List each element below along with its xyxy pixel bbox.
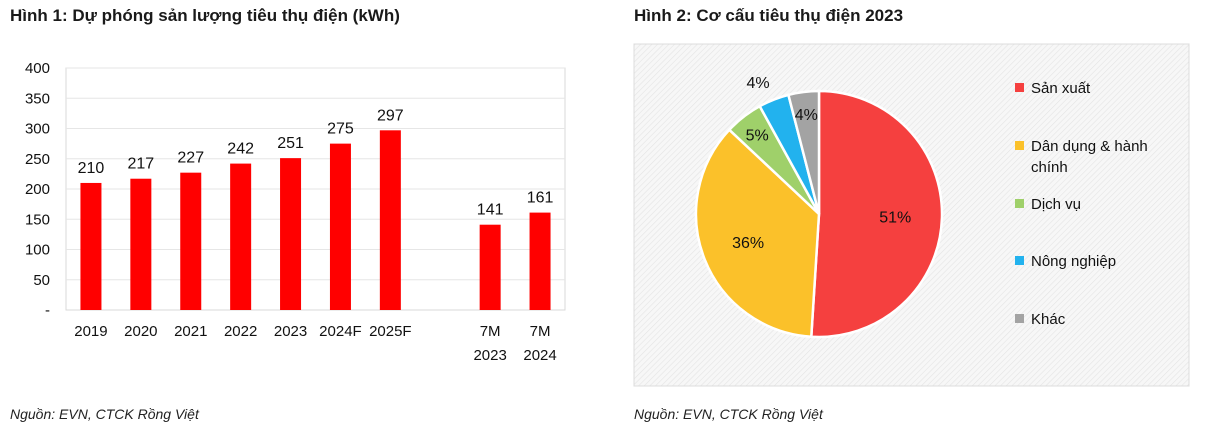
- x-tick-label: 2023: [473, 347, 506, 364]
- pie-chart: 51% 36% 5% 4% 4% Sản xuất Dân dụng & hành chính…: [633, 43, 1190, 387]
- pie-slice: [786, 89, 821, 215]
- bar: [329, 143, 351, 310]
- x-tick-label: 7M: [530, 323, 551, 340]
- y-tick-label: 200: [25, 181, 50, 198]
- legend-swatch: [1015, 256, 1024, 265]
- legend-swatch: [1015, 141, 1024, 150]
- pie-slice: [809, 89, 944, 339]
- y-tick-label: 300: [25, 121, 50, 138]
- x-tick-label: 2023: [274, 323, 307, 340]
- pie-slice: [694, 128, 821, 339]
- y-tick-label: 50: [33, 272, 50, 289]
- x-tick-label: 2020: [124, 323, 157, 340]
- y-tick-label: -: [45, 302, 50, 319]
- legend-swatch: [1015, 314, 1024, 323]
- bar-data-label: 141: [477, 202, 504, 219]
- x-tick-label: 2022: [224, 323, 257, 340]
- x-tick-label: 2021: [174, 323, 207, 340]
- bar-data-label: 242: [227, 141, 254, 158]
- bar: [529, 212, 551, 310]
- bar-data-label: 161: [527, 190, 554, 207]
- bar: [280, 158, 302, 310]
- bar-chart: - 50 100 150 200 250 300 350 400 210 2019 217 2020 22…: [25, 60, 566, 364]
- legend-label: Khác: [1031, 311, 1066, 328]
- bar-data-label: 251: [277, 135, 304, 152]
- pie-data-label: 36%: [732, 235, 764, 252]
- pie-data-label: 4%: [795, 107, 818, 124]
- y-tick-label: 350: [25, 90, 50, 107]
- x-tick-label: 2024: [523, 347, 556, 364]
- bar-data-label: 210: [78, 160, 105, 177]
- chart1-title: Hình 1: Dự phóng sản lượng tiêu thụ điện…: [10, 6, 400, 25]
- legend-label: Dân dụng & hành: [1031, 138, 1148, 155]
- bar-data-label: 227: [177, 150, 204, 167]
- y-tick-label: 100: [25, 242, 50, 259]
- chart1-source: Nguồn: EVN, CTCK Rồng Việt: [10, 406, 199, 422]
- pie-data-label: 5%: [746, 127, 769, 144]
- bar: [80, 182, 102, 310]
- legend-swatch: [1015, 83, 1024, 92]
- legend-label: Nông nghiệp: [1031, 253, 1116, 270]
- bar: [230, 163, 252, 310]
- y-tick-label: 400: [25, 60, 50, 77]
- chart2-source: Nguồn: EVN, CTCK Rồng Việt: [634, 406, 823, 422]
- pie-data-label: 51%: [879, 209, 911, 226]
- bar: [180, 172, 202, 310]
- y-tick-label: 150: [25, 211, 50, 228]
- legend-label: Sản xuất: [1031, 80, 1091, 97]
- bar-data-label: 217: [127, 156, 154, 173]
- pie-outside-label: 4%: [746, 75, 769, 92]
- legend-label: chính: [1031, 159, 1068, 176]
- bar: [479, 224, 501, 310]
- bar: [130, 178, 152, 310]
- bar-data-label: 275: [327, 121, 354, 138]
- x-tick-label: 2025F: [369, 323, 412, 340]
- x-tick-label: 7M: [480, 323, 501, 340]
- bar: [379, 130, 401, 310]
- y-tick-label: 250: [25, 151, 50, 168]
- x-tick-label: 2024F: [319, 323, 362, 340]
- legend-swatch: [1015, 199, 1024, 208]
- chart2-title: Hình 2: Cơ cấu tiêu thụ điện 2023: [634, 6, 904, 25]
- x-tick-label: 2019: [74, 323, 107, 340]
- bar-data-label: 297: [377, 107, 404, 124]
- legend-label: Dịch vụ: [1031, 196, 1081, 213]
